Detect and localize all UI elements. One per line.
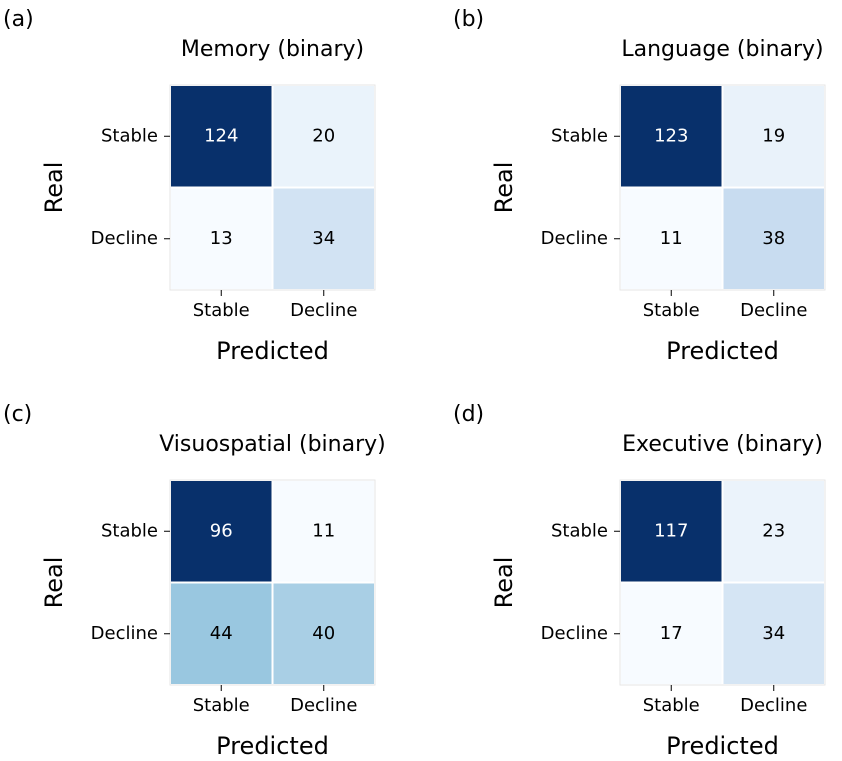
heatmap-cell (271, 581, 376, 686)
heatmap-cell (619, 581, 724, 686)
x-tick-label: Stable (643, 695, 700, 716)
y-axis-label: Real (40, 162, 68, 214)
x-axis-label: Predicted (216, 732, 329, 760)
panel-title: Executive (binary) (622, 432, 823, 457)
panel-title: Language (binary) (621, 37, 823, 62)
x-axis-label: Predicted (666, 337, 779, 365)
cell-value: 20 (312, 125, 335, 146)
y-tick-label: Decline (91, 228, 158, 249)
cell-value: 40 (312, 623, 335, 644)
cell-value: 19 (762, 125, 785, 146)
heatmap-cell (271, 479, 376, 584)
heatmap-cell (619, 84, 724, 189)
y-tick-label: Stable (551, 125, 608, 146)
x-axis-label: Predicted (666, 732, 779, 760)
heatmap-cell (721, 186, 826, 291)
heatmap-cell (619, 479, 724, 584)
x-tick-label: Decline (740, 300, 807, 321)
heatmap-cell (169, 186, 274, 291)
cell-value: 11 (660, 228, 683, 249)
y-axis-label: Real (490, 162, 518, 214)
y-tick-label: Stable (101, 520, 158, 541)
cell-value: 123 (654, 125, 688, 146)
heatmap-cell (721, 581, 826, 686)
heatmap-cell (271, 84, 376, 189)
cell-value: 96 (210, 520, 233, 541)
cell-value: 34 (312, 228, 335, 249)
heatmap-cell (169, 479, 274, 584)
heatmap-frame (169, 84, 376, 291)
panel-label: (a) (3, 7, 34, 32)
x-tick-label: Decline (290, 695, 357, 716)
cell-value: 34 (762, 623, 785, 644)
panel-title: Visuospatial (binary) (159, 432, 386, 457)
x-tick-label: Stable (193, 300, 250, 321)
x-tick-label: Stable (193, 695, 250, 716)
x-tick-label: Stable (643, 300, 700, 321)
heatmap-cell (721, 479, 826, 584)
panel-label: (c) (3, 402, 32, 427)
cell-value: 11 (312, 520, 335, 541)
cell-value: 13 (210, 228, 233, 249)
cell-value: 38 (762, 228, 785, 249)
y-axis-label: Real (490, 557, 518, 609)
x-tick-label: Decline (290, 300, 357, 321)
panel-label: (b) (453, 7, 484, 32)
panel-title: Memory (binary) (181, 37, 364, 62)
y-tick-label: Decline (541, 228, 608, 249)
x-tick-label: Decline (740, 695, 807, 716)
cell-value: 17 (660, 623, 683, 644)
panel-label: (d) (453, 402, 484, 427)
y-axis-label: Real (40, 557, 68, 609)
heatmap-frame (619, 479, 826, 686)
heatmap-frame (619, 84, 826, 291)
cell-value: 124 (204, 125, 238, 146)
y-tick-label: Decline (91, 623, 158, 644)
cell-value: 117 (654, 520, 688, 541)
y-tick-label: Stable (101, 125, 158, 146)
x-axis-label: Predicted (216, 337, 329, 365)
y-tick-label: Decline (541, 623, 608, 644)
y-tick-label: Stable (551, 520, 608, 541)
cell-value: 44 (210, 623, 233, 644)
cell-value: 23 (762, 520, 785, 541)
heatmap-cell (169, 84, 274, 189)
heatmap-frame (169, 479, 376, 686)
